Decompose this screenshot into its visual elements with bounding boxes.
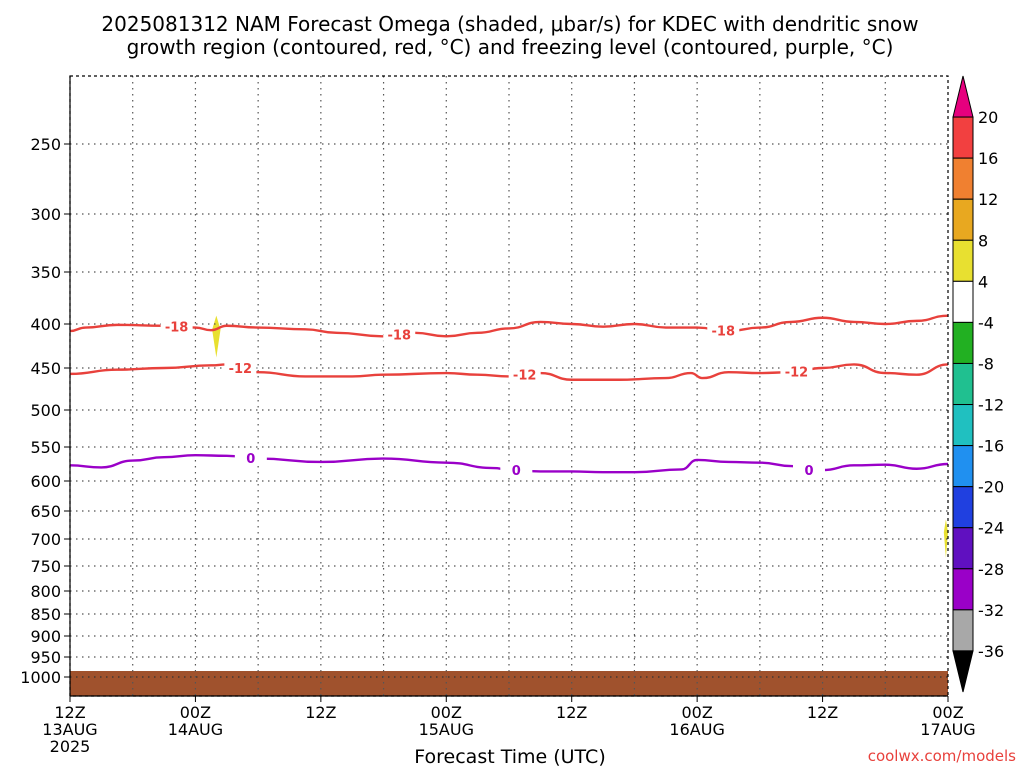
- colorbar-label: 8: [978, 231, 988, 250]
- colorbar-label: -32: [978, 601, 1004, 620]
- contour-label: 0: [512, 464, 521, 479]
- colorbar-bin: [952, 568, 974, 611]
- colorbar-bin: [952, 404, 974, 447]
- colorbar-label: 16: [978, 149, 998, 168]
- contour-label-bg: [780, 363, 813, 380]
- colorbar-bin: [952, 157, 974, 200]
- plot-border: [69, 75, 949, 697]
- colorbar-label: -8: [978, 354, 994, 373]
- y-tick-label: 750: [30, 557, 61, 576]
- colorbar-bin: [952, 609, 974, 652]
- x-tick-label: 12Z: [807, 703, 838, 722]
- y-tick-label: 250: [30, 135, 61, 154]
- colorbar-label: -24: [978, 519, 1004, 538]
- colorbar-bin: [952, 486, 974, 529]
- colorbar-label: -16: [978, 437, 1004, 456]
- contour-label-bg: [500, 461, 533, 478]
- y-tick-label: 550: [30, 438, 61, 457]
- colorbar-bin: [952, 239, 974, 282]
- omega-shade-region: [212, 315, 221, 358]
- colorbar: 20 16 12 8 4 -4 -8 -12 -16 -20 -24 -28 -32 -36: [952, 75, 1004, 693]
- y-tick-label: 950: [30, 648, 61, 667]
- contour-label: -12: [229, 362, 253, 377]
- plot-frame: [69, 75, 949, 697]
- y-tick-label: 350: [30, 263, 61, 282]
- contour-label: 0: [246, 452, 255, 467]
- x-tick-label: 00Z: [932, 703, 963, 722]
- x-tick-label: 13AUG: [42, 720, 97, 739]
- contour-label-bg: [508, 366, 541, 383]
- colorbar-bin: [952, 445, 974, 488]
- x-tick-label: 12Z: [556, 703, 587, 722]
- colorbar-bin: [952, 527, 974, 570]
- colorbar-label: -28: [978, 560, 1004, 579]
- y-tick-label: 850: [30, 605, 61, 624]
- contour-label: -12: [513, 369, 537, 384]
- y-tick-label: 600: [30, 472, 61, 491]
- contour-label-bg: [160, 318, 193, 335]
- contour-label: -18: [165, 320, 189, 335]
- contour-label: 0: [804, 464, 813, 479]
- colorbar-arrow-top: [952, 75, 974, 118]
- contour-label: -12: [785, 366, 809, 381]
- colorbar-bin: [952, 362, 974, 406]
- contour-line: [69, 314, 949, 338]
- y-tick-label: 400: [30, 315, 61, 334]
- x-tick-label: 12Z: [54, 703, 85, 722]
- colorbar-label: -4: [978, 313, 994, 332]
- y-tick-label: 700: [30, 530, 61, 549]
- contour-label-bg: [792, 462, 825, 479]
- contour-label: -18: [712, 324, 736, 339]
- colorbar-bin: [952, 321, 974, 364]
- y-tick-label: 650: [30, 502, 61, 521]
- contour-label: -18: [388, 329, 412, 344]
- x-tick-label: 17AUG: [920, 720, 975, 739]
- colorbar-bin: [952, 280, 974, 323]
- omega-shade-region: [943, 519, 948, 558]
- colorbar-arrow-bottom: [952, 650, 974, 693]
- contour-label-bg: [383, 326, 416, 343]
- y-tick-label: 300: [30, 205, 61, 224]
- x-tick-label: 15AUG: [419, 720, 474, 739]
- colorbar-label: 4: [978, 272, 988, 291]
- y-tick-label: 900: [30, 627, 61, 646]
- colorbar-label: -12: [978, 396, 1004, 415]
- omega-shading: [212, 315, 948, 558]
- contour-label-bg: [234, 449, 267, 466]
- contour-lines: -18 -18 -18 -12 -12 -12 0 0 0: [69, 314, 949, 479]
- grid-lines: [70, 76, 948, 696]
- y-axis-ticks: 250 300 350 400 450 500 550 600 650 700 750 800 850 9…: [20, 135, 70, 687]
- chart-title-line2: growth region (contoured, red, °C) and f…: [127, 35, 894, 59]
- colorbar-bin: [952, 198, 974, 241]
- y-tick-label: 800: [30, 582, 61, 601]
- x-tick-label: 2025: [50, 737, 91, 756]
- colorbar-label: -20: [978, 478, 1004, 497]
- colorbar-label: -36: [978, 642, 1004, 661]
- chart-title-line1: 2025081312 NAM Forecast Omega (shaded, μ…: [101, 12, 918, 36]
- y-tick-label: 450: [30, 359, 61, 378]
- colorbar-bin: [952, 116, 974, 159]
- x-tick-label: 16AUG: [669, 720, 724, 739]
- contour-label-bg: [224, 359, 257, 376]
- x-tick-label: 14AUG: [168, 720, 223, 739]
- colorbar-label: 20: [978, 108, 998, 127]
- y-tick-label: 1000: [20, 668, 61, 687]
- x-tick-label: 00Z: [180, 703, 211, 722]
- x-tick-label: 00Z: [431, 703, 462, 722]
- x-tick-label: 12Z: [305, 703, 336, 722]
- contour-label-bg: [707, 322, 740, 339]
- credit-text: coolwx.com/models: [868, 747, 1016, 765]
- x-tick-label: 00Z: [681, 703, 712, 722]
- y-tick-label: 500: [30, 401, 61, 420]
- x-axis-label: Forecast Time (UTC): [414, 746, 605, 768]
- colorbar-label: 12: [978, 190, 998, 209]
